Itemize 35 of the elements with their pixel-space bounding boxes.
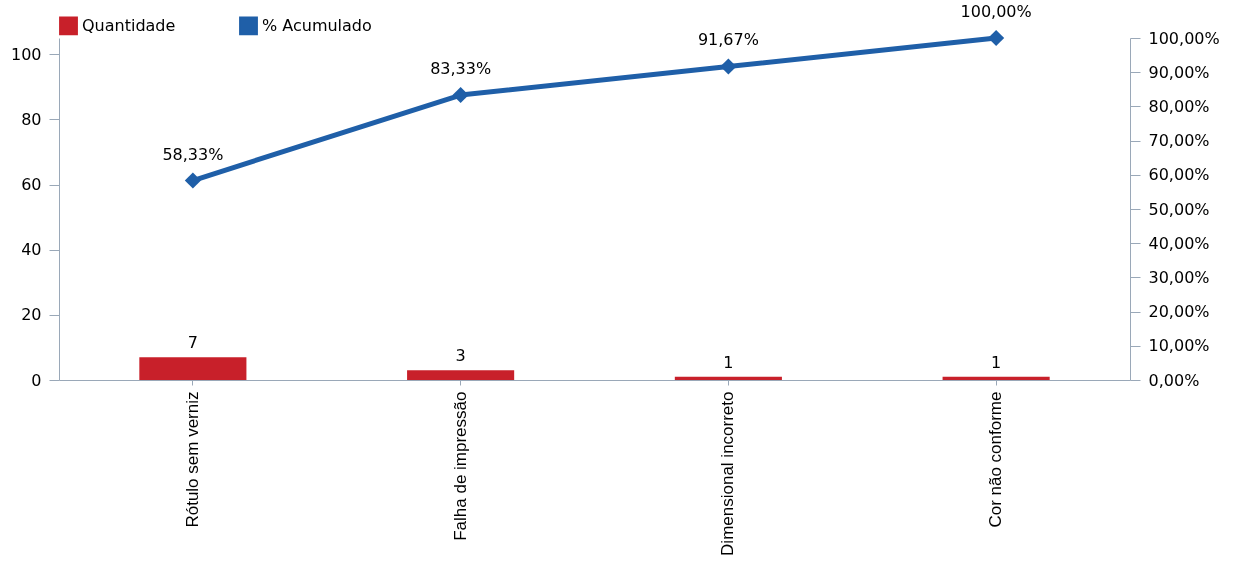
y2-tick-label: 100,00% bbox=[1148, 28, 1220, 48]
data-label: 83,33% bbox=[430, 59, 492, 79]
y2-tick-label: 70,00% bbox=[1148, 131, 1210, 151]
data-label: 1 bbox=[991, 352, 1002, 372]
y2-tick-label: 10,00% bbox=[1148, 336, 1210, 356]
y2-tick-label: 20,00% bbox=[1148, 302, 1210, 322]
y-tick-label: 20 bbox=[21, 305, 42, 325]
data-label: 7 bbox=[187, 333, 198, 353]
y-tick-label: 40 bbox=[21, 240, 42, 260]
y2-tick-label: 40,00% bbox=[1148, 233, 1210, 253]
y-tick-label: 100 bbox=[10, 44, 42, 64]
point bbox=[184, 172, 201, 189]
data-label: 91,67% bbox=[697, 30, 759, 50]
legend-label: Quantidade bbox=[82, 15, 176, 35]
y2-tick-label: 80,00% bbox=[1148, 96, 1210, 116]
y2-tick-label: 0,00% bbox=[1148, 370, 1200, 390]
x-tick-label: Dimensional incorreto bbox=[718, 391, 738, 556]
y-tick-label: 0 bbox=[31, 370, 42, 390]
data-label: 58,33% bbox=[162, 144, 224, 164]
point bbox=[452, 86, 469, 104]
point bbox=[988, 29, 1005, 47]
x-tick-label: Rótulo sem verniz bbox=[182, 391, 202, 528]
y2-tick-label: 30,00% bbox=[1148, 267, 1210, 287]
y2-tick-label: 90,00% bbox=[1148, 62, 1210, 82]
y2-tick-label: 60,00% bbox=[1148, 165, 1210, 185]
x-tick-label: Falha de impressão bbox=[450, 391, 470, 541]
data-label: 1 bbox=[723, 352, 734, 372]
y-tick-label: 60 bbox=[21, 175, 42, 195]
y2-tick-label: 50,00% bbox=[1148, 199, 1210, 219]
x-tick-label: Cor não conforme bbox=[986, 391, 1006, 528]
point bbox=[720, 58, 737, 75]
data-label: 3 bbox=[455, 346, 466, 366]
legend-label: % Acumulado bbox=[262, 15, 372, 35]
data-label: 100,00% bbox=[960, 2, 1032, 21]
y-tick-label: 80 bbox=[21, 109, 42, 129]
